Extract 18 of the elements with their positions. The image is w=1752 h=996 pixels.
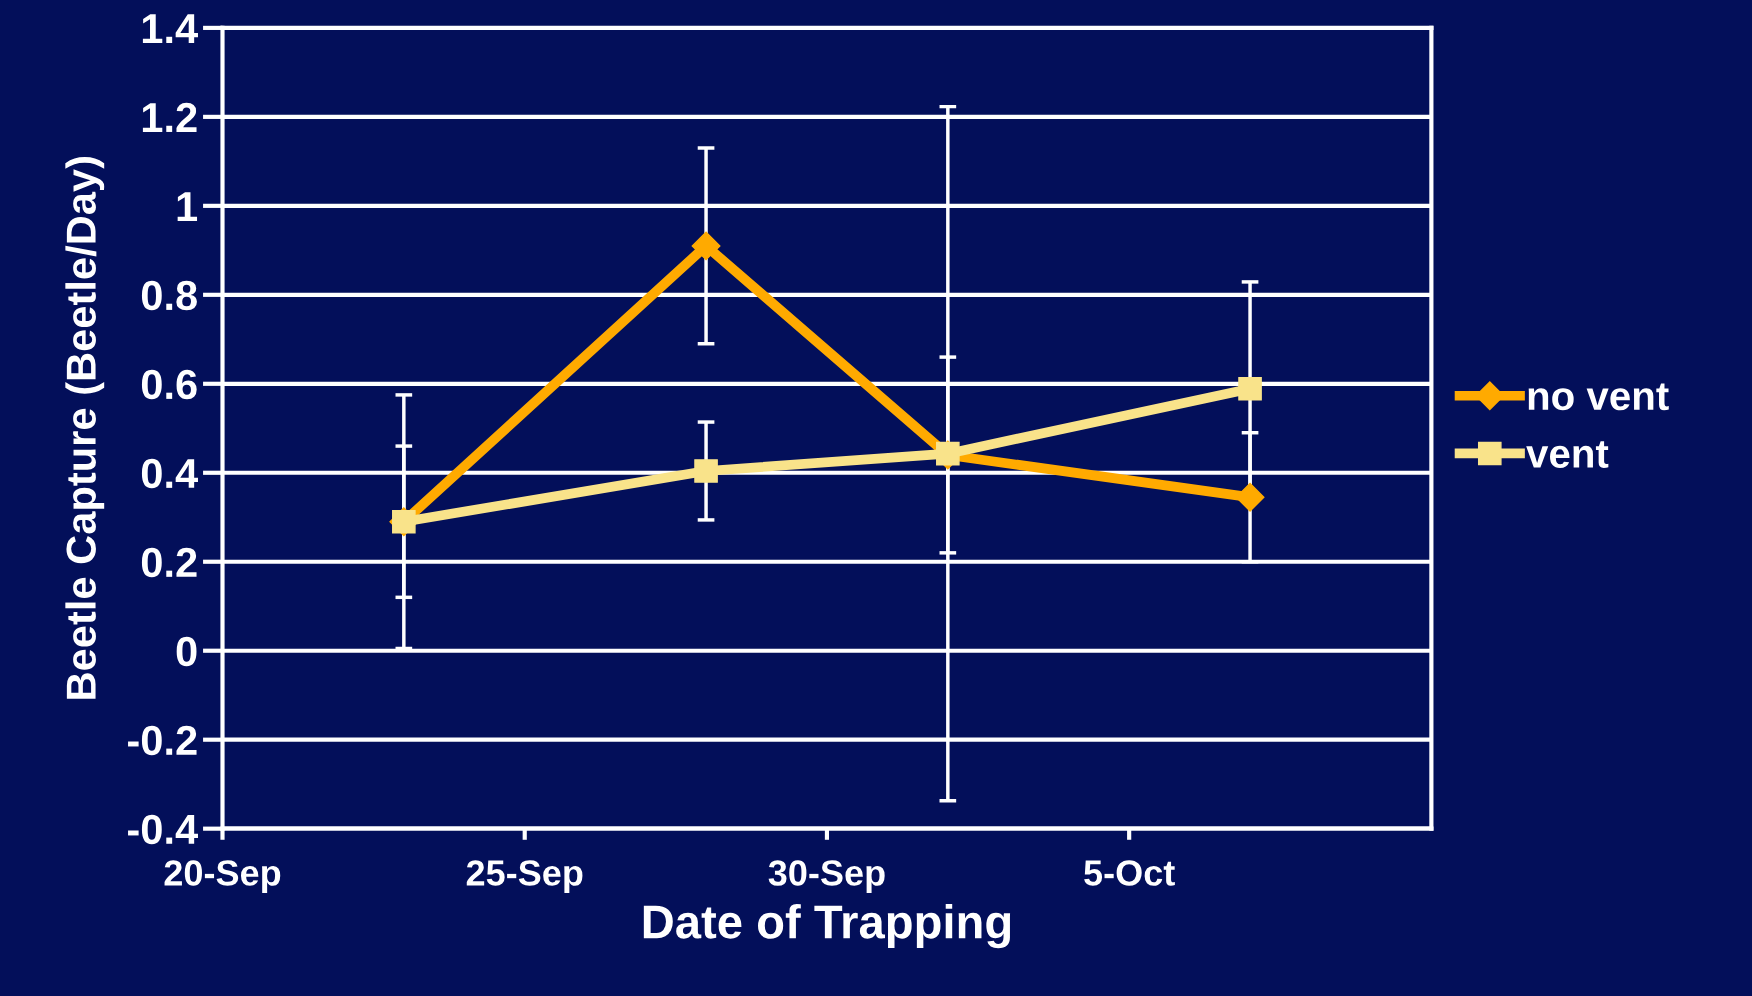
y-tick-label: 1 <box>177 192 198 221</box>
x-tick-label: 25-Sep <box>466 860 583 893</box>
x-tick-label: 5-Oct <box>1084 860 1175 886</box>
y-axis-title: Beetle Capture (Beetle/Day) <box>65 157 105 699</box>
y-tick-label: 0.4 <box>141 458 198 489</box>
legend-label: vent <box>1526 441 1609 468</box>
x-tick-label: 30-Sep <box>768 860 885 893</box>
y-tick-label: 0.8 <box>141 280 197 311</box>
y-tick-label: 0.6 <box>141 369 197 400</box>
y-tick-label: 1.2 <box>142 102 197 132</box>
y-tick-label: 1.4 <box>142 14 198 43</box>
y-tick-label: 0.2 <box>141 547 197 578</box>
x-axis-title: Date of Trapping <box>643 904 1011 949</box>
x-tick-label: 20-Sep <box>164 860 281 893</box>
y-tick-label: -0.4 <box>128 814 198 845</box>
y-tick-label: 0 <box>176 636 197 667</box>
legend-label: no vent <box>1528 383 1669 411</box>
y-tick-label: -0.2 <box>128 725 197 756</box>
